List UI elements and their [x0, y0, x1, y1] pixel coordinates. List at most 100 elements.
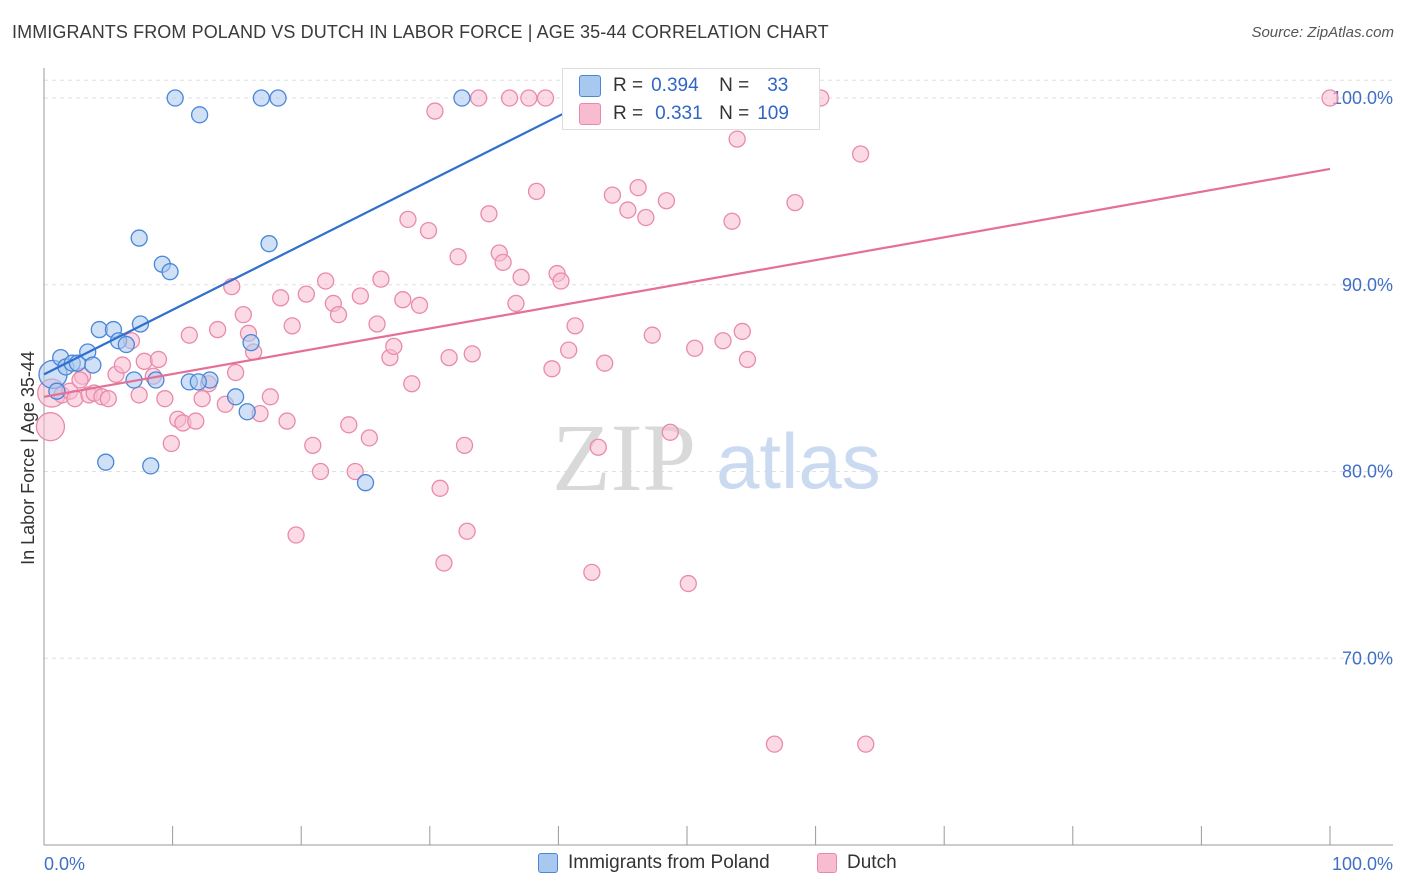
stats-legend: R = 0.394 N = 33 R = 0.331 N = 109: [562, 68, 820, 130]
dutch-point: [271, 289, 290, 307]
dutch-point: [449, 248, 467, 266]
dutch-point: [1321, 89, 1339, 107]
bottom-legend-swatch-poland: [538, 853, 558, 873]
dutch-point: [494, 253, 512, 271]
dutch-point: [304, 436, 322, 455]
legend-n-value: 109: [757, 103, 789, 124]
legend-r-label: R =: [613, 103, 644, 124]
dutch-point: [426, 102, 444, 120]
dutch-point: [629, 179, 647, 197]
poland-point: [242, 334, 260, 352]
y-axis-label: In Labor Force | Age 35-44: [18, 351, 38, 565]
y-tick-labels: 70.0% 80.0% 90.0% 100.0%: [1332, 88, 1393, 668]
dutch-point: [234, 305, 252, 324]
dutch-point: [619, 201, 637, 219]
legend-n-label: N =: [719, 103, 750, 124]
dutch-point: [480, 205, 498, 223]
poland-point: [84, 356, 102, 374]
legend-swatch-dutch: [579, 103, 601, 125]
dutch-point: [536, 89, 555, 107]
dutch-point: [35, 412, 66, 442]
dutch-point: [455, 436, 474, 455]
dutch-point: [728, 130, 746, 148]
dutch-point: [351, 287, 370, 305]
dutch-point: [261, 388, 279, 406]
dutch-point: [500, 89, 519, 107]
dutch-point: [399, 210, 417, 229]
dutch-point: [187, 412, 205, 430]
dutch-point: [603, 186, 622, 204]
dutch-point: [368, 315, 386, 333]
dutch-point: [156, 390, 174, 408]
bottom-legend: Immigrants from Poland Dutch: [0, 852, 1406, 878]
poland-point: [130, 229, 148, 247]
dutch-point: [372, 270, 390, 288]
poland-point: [356, 474, 375, 492]
dutch-point: [316, 272, 335, 290]
dutch-point: [463, 345, 481, 363]
poland-point: [252, 89, 270, 107]
dutch-point: [278, 412, 296, 430]
dutch-point: [637, 208, 655, 227]
dutch-point: [99, 390, 117, 408]
dutch-point: [470, 89, 488, 107]
dutch-point: [297, 285, 315, 303]
watermark: ZIP atlas: [552, 404, 881, 511]
source-label: Source: ZipAtlas.com: [1251, 24, 1394, 41]
dutch-point: [786, 193, 804, 212]
dutch-point: [661, 423, 679, 441]
bottom-legend-label-dutch: Dutch: [847, 852, 897, 873]
dutch-point: [311, 462, 330, 481]
watermark-zip: ZIP: [552, 404, 696, 511]
poland-point: [238, 403, 256, 421]
dutch-point: [180, 326, 198, 344]
dutch-point: [527, 182, 546, 201]
watermark-atlas: atlas: [716, 417, 881, 505]
dutch-point: [193, 390, 211, 408]
poland-point: [147, 371, 165, 389]
dutch-point: [520, 89, 538, 107]
dutch-point: [738, 350, 757, 369]
dutch-point: [851, 145, 870, 163]
dutch-point: [507, 294, 525, 313]
poland-point: [161, 263, 179, 281]
dutch-point: [130, 386, 148, 404]
dutch-point: [583, 563, 601, 581]
legend-swatch-poland: [579, 75, 601, 97]
dutch-point: [552, 272, 570, 290]
bottom-legend-label-poland: Immigrants from Poland: [568, 852, 770, 873]
dutch-point: [162, 434, 180, 453]
bottom-legend-poland[interactable]: Immigrants from Poland: [538, 852, 770, 874]
poland-point: [117, 335, 135, 354]
legend-r-value: 0.394: [651, 75, 699, 96]
dutch-point: [714, 332, 732, 350]
series-poland: [38, 89, 471, 492]
dutch-point: [560, 341, 578, 359]
dutch-point: [385, 337, 403, 356]
dutch-point: [208, 320, 227, 339]
poland-point: [260, 235, 278, 253]
dutch-point: [410, 296, 429, 314]
y-tick-label: 80.0%: [1342, 462, 1393, 482]
legend-r-label: R =: [613, 75, 644, 96]
dutch-point: [431, 479, 449, 497]
dutch-point: [329, 305, 348, 324]
dutch-point: [283, 317, 301, 335]
dutch-point: [589, 438, 607, 456]
dutch-point: [657, 192, 676, 210]
dutch-point: [287, 526, 305, 544]
dutch-point: [435, 554, 453, 572]
dutch-point: [543, 360, 561, 378]
legend-n-value: 33: [767, 75, 789, 96]
dutch-point: [346, 462, 364, 481]
dutch-point: [419, 221, 438, 240]
poland-point: [166, 89, 184, 107]
dutch-point: [394, 291, 412, 309]
legend-row-poland: R = 0.394 N = 33: [579, 73, 788, 99]
y-tick-label: 70.0%: [1342, 648, 1393, 668]
bottom-legend-dutch[interactable]: Dutch: [817, 852, 897, 874]
x-tick-labels: 0.0% 100.0%: [44, 854, 1393, 874]
dutch-point: [149, 350, 168, 369]
trend-line-poland: [43, 111, 566, 376]
